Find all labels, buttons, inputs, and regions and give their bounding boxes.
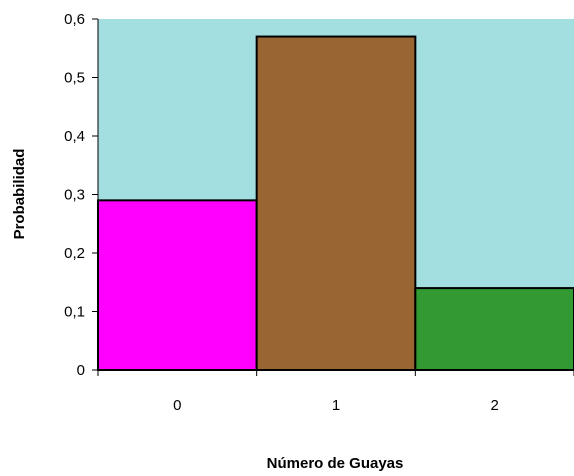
- bar-1: [255, 35, 417, 372]
- x-axis-title: Número de Guayas: [267, 455, 404, 472]
- y-tick-label: 0,2: [64, 245, 85, 262]
- bar-2: [414, 287, 574, 372]
- y-tick-label: 0,3: [64, 187, 85, 204]
- y-tick-label: 0,4: [64, 128, 85, 145]
- y-tick-label: 0,1: [64, 304, 85, 321]
- y-tick-label: 0,5: [64, 70, 85, 87]
- y-axis-title: Probabilidad: [11, 149, 28, 240]
- y-tick-label: 0,6: [64, 11, 85, 28]
- x-tick-label: 2: [490, 397, 498, 414]
- bar-0: [97, 199, 258, 371]
- bars: [97, 35, 574, 372]
- x-tick-label: 0: [173, 397, 181, 414]
- y-tick-label: 0: [77, 362, 85, 379]
- x-tick-label: 1: [332, 397, 340, 414]
- axes: 0 0,1 0,2 0,3 0,4 0,5 0,6 0 1 2: [64, 11, 574, 414]
